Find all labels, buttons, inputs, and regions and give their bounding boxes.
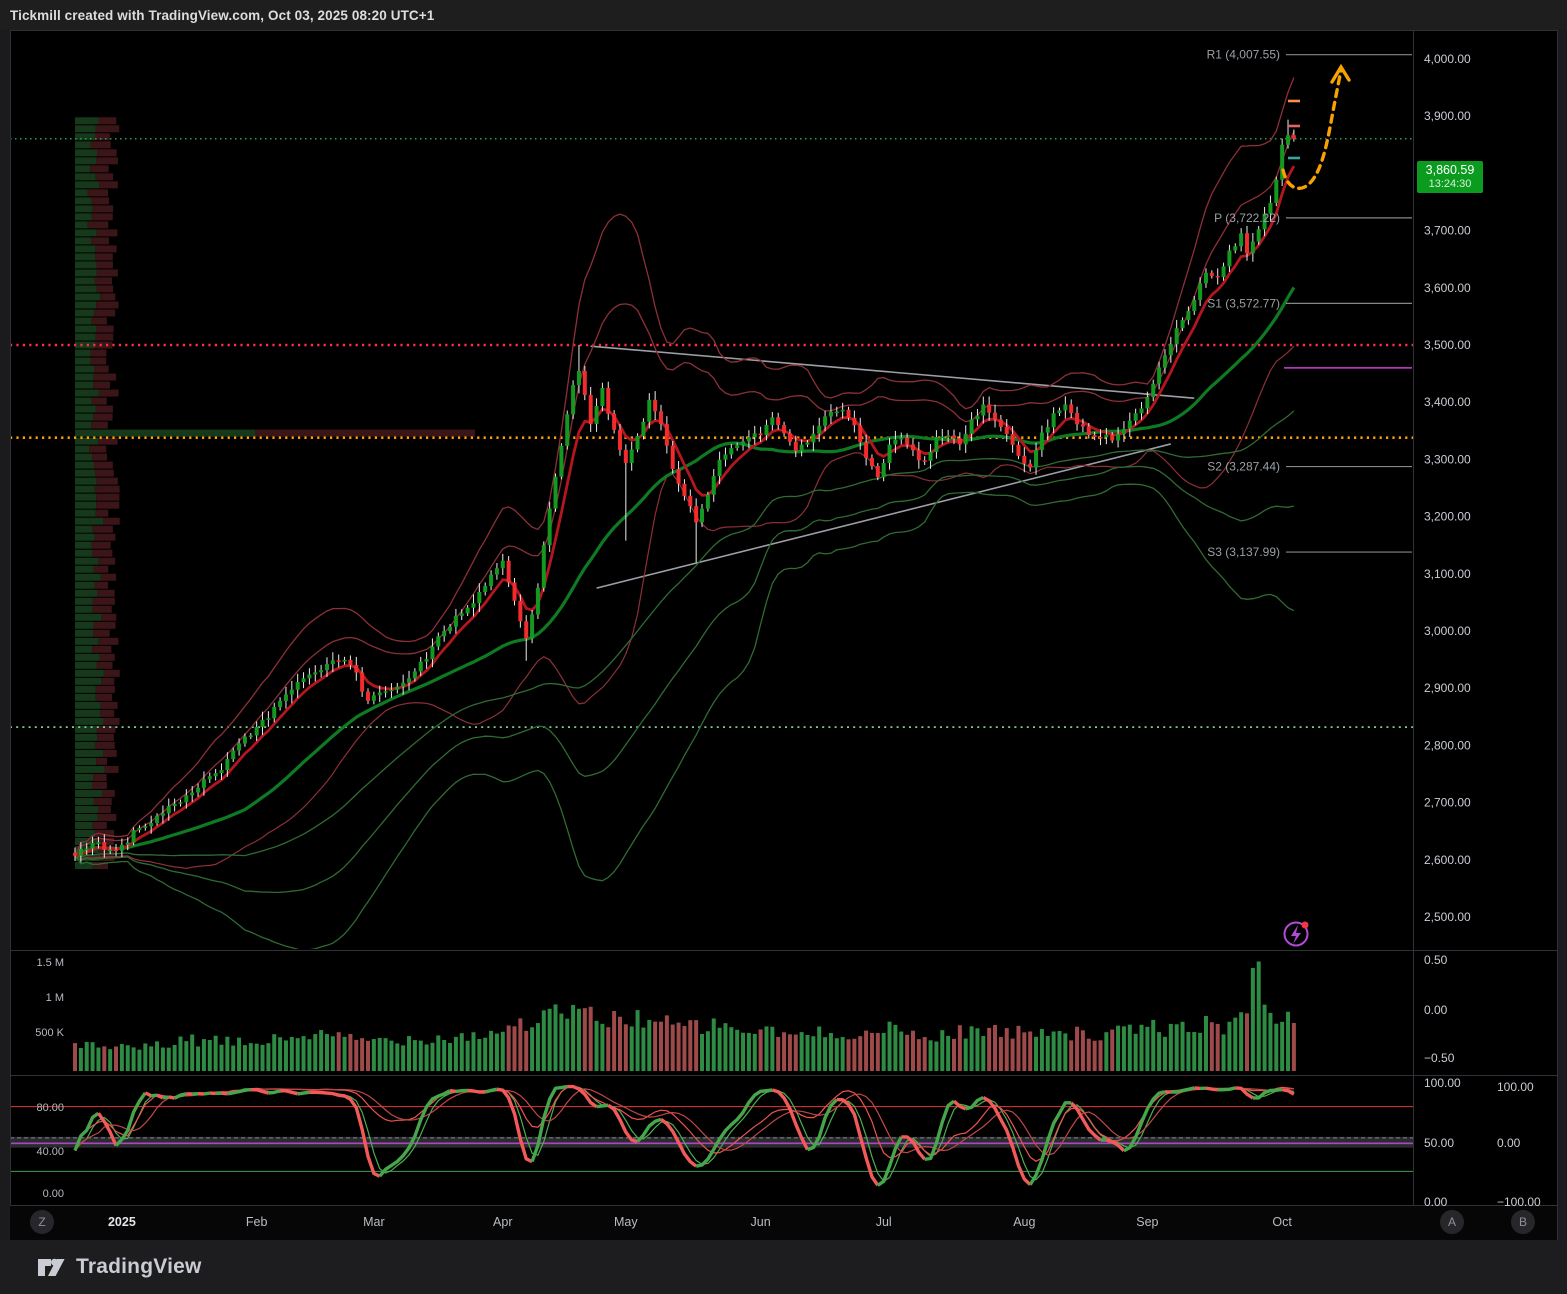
volume-scale-label: 1.5 M bbox=[36, 957, 64, 969]
pivot-levels: R1 (4,007.55) P (3,722.22) S1 (3,572.77) S2… bbox=[1207, 48, 1412, 559]
time-axis-label-apr[interactable]: Apr bbox=[493, 1215, 512, 1229]
footer: TradingView bbox=[0, 1240, 1567, 1294]
oscillator-right-scale-b: −100.00 bbox=[1497, 1195, 1541, 1209]
price-scale-label: 2,700.00 bbox=[1424, 796, 1471, 810]
chart-canvas[interactable]: R1 (4,007.55) P (3,722.22) S1 (3,572.77) S2… bbox=[0, 30, 1567, 1240]
last-price-countdown: 13:24:30 bbox=[1428, 177, 1472, 190]
chart-header: Tickmill created with TradingView.com, O… bbox=[0, 0, 1567, 30]
drawing-arrow-up[interactable] bbox=[1281, 63, 1351, 190]
pivot-label: S2 (3,287.44) bbox=[1207, 460, 1280, 474]
price-scale-label: 2,500.00 bbox=[1424, 910, 1471, 924]
price-scale-label: 3,700.00 bbox=[1424, 224, 1471, 238]
volume-right-scale-label: 0.00 bbox=[1424, 1003, 1448, 1017]
volume-scale-label: 1 M bbox=[46, 992, 64, 1004]
time-axis-label-jun[interactable]: Jun bbox=[751, 1215, 771, 1229]
oscillator-scale-label: 80.00 bbox=[36, 1102, 64, 1114]
oscillator-right-scale-b: 100.00 bbox=[1497, 1080, 1534, 1094]
volume-right-scale-label: 0.50 bbox=[1424, 953, 1448, 967]
volume-scale-label: 500 K bbox=[35, 1027, 64, 1039]
price-scale-label: 3,600.00 bbox=[1424, 281, 1471, 295]
volume-profile bbox=[75, 117, 475, 870]
oscillator-scale-label: 0.00 bbox=[43, 1188, 64, 1200]
time-axis-label-mar[interactable]: Mar bbox=[363, 1215, 385, 1229]
timezone-button[interactable] bbox=[30, 1210, 54, 1234]
price-scale-label: 2,600.00 bbox=[1424, 853, 1471, 867]
time-axis-bg bbox=[10, 1206, 1557, 1240]
timezone-button-label[interactable]: Z bbox=[38, 1215, 45, 1229]
tradingview-logo-icon[interactable] bbox=[36, 1253, 66, 1281]
last-price-value: 3,860.59 bbox=[1425, 163, 1475, 178]
oscillator-right-scale-a: 50.00 bbox=[1424, 1136, 1454, 1150]
price-scale-label: 4,000.00 bbox=[1424, 52, 1471, 66]
price-scale-label: 3,000.00 bbox=[1424, 624, 1471, 638]
volume-bars bbox=[73, 961, 1296, 1071]
time-axis-label-2025[interactable]: 2025 bbox=[108, 1215, 136, 1229]
price-scale-label: 3,300.00 bbox=[1424, 452, 1471, 466]
time-axis-label-aug[interactable]: Aug bbox=[1013, 1215, 1035, 1229]
horizontal-lines bbox=[10, 137, 1413, 728]
source-b-button-label[interactable]: B bbox=[1519, 1215, 1527, 1229]
volume-right-scale-label: −0.50 bbox=[1424, 1051, 1455, 1065]
oscillator-right-scale-a: 0.00 bbox=[1424, 1195, 1448, 1209]
time-axis-label-may[interactable]: May bbox=[614, 1215, 638, 1229]
stochastic-pane bbox=[10, 1084, 1413, 1187]
oscillator-right-scale-a: 100.00 bbox=[1424, 1076, 1461, 1090]
pivot-label: R1 (4,007.55) bbox=[1207, 48, 1280, 62]
source-a-button[interactable] bbox=[1440, 1210, 1464, 1234]
chart-area[interactable]: R1 (4,007.55) P (3,722.22) S1 (3,572.77) S2… bbox=[0, 30, 1567, 1240]
pivot-label: S3 (3,137.99) bbox=[1207, 545, 1280, 559]
price-scale-label: 3,900.00 bbox=[1424, 109, 1471, 123]
time-axis-label-feb[interactable]: Feb bbox=[246, 1215, 268, 1229]
candles bbox=[73, 119, 1296, 863]
pivot-label: P (3,722.22) bbox=[1214, 211, 1280, 225]
price-scale-label: 3,500.00 bbox=[1424, 338, 1471, 352]
trendline-ascending bbox=[596, 443, 1172, 589]
time-axis-label-jul[interactable]: Jul bbox=[876, 1215, 892, 1229]
last-price-badge: 3,860.59 13:24:30 bbox=[1417, 161, 1483, 193]
price-scale-label: 3,400.00 bbox=[1424, 395, 1471, 409]
flash-icon[interactable] bbox=[1283, 921, 1309, 947]
price-scale-label: 3,100.00 bbox=[1424, 567, 1471, 581]
pane-borders bbox=[10, 30, 1558, 1240]
source-a-button-label[interactable]: A bbox=[1448, 1215, 1456, 1229]
chart-attribution: Tickmill created with TradingView.com, O… bbox=[10, 7, 435, 23]
tradingview-logo-text[interactable]: TradingView bbox=[76, 1255, 202, 1278]
price-scale-label: 2,900.00 bbox=[1424, 681, 1471, 695]
price-scale-label: 3,200.00 bbox=[1424, 510, 1471, 524]
oscillator-scale-label: 40.00 bbox=[36, 1146, 64, 1158]
price-scale-label: 2,800.00 bbox=[1424, 738, 1471, 752]
source-b-button[interactable] bbox=[1511, 1210, 1535, 1234]
time-axis-label-oct[interactable]: Oct bbox=[1272, 1215, 1292, 1229]
oscillator-right-scale-b: 0.00 bbox=[1497, 1136, 1521, 1150]
time-axis-label-sep[interactable]: Sep bbox=[1136, 1215, 1158, 1229]
trendline-descending bbox=[590, 345, 1195, 399]
pivot-label: S1 (3,572.77) bbox=[1207, 296, 1280, 310]
